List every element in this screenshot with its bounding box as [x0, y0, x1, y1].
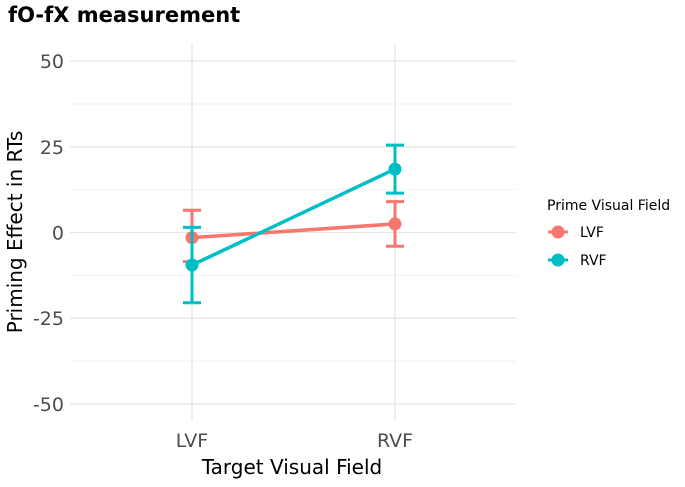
x-tick-label: RVF	[377, 430, 413, 452]
series-line	[191, 167, 396, 267]
data-point	[388, 217, 402, 231]
legend-title: Prime Visual Field	[547, 198, 670, 214]
grid	[70, 44, 516, 421]
series-rvf	[183, 143, 404, 305]
data-point	[388, 162, 402, 176]
x-axis-title: Target Visual Field	[201, 455, 382, 479]
y-tick-label: -25	[33, 308, 64, 330]
legend-item-lvf: LVF	[548, 225, 604, 241]
legend-item-rvf: RVF	[548, 253, 607, 269]
y-axis-title: Priming Effect in RTs	[3, 131, 27, 334]
y-tick-label: 0	[52, 223, 64, 245]
y-tick-label: -50	[33, 394, 64, 416]
data-point	[185, 258, 199, 272]
legend: Prime Visual Field LVF RVF	[547, 198, 670, 269]
legend-label: RVF	[580, 253, 607, 269]
legend-label: LVF	[580, 225, 604, 241]
series-layer	[183, 143, 404, 305]
y-axis-ticks: 50 25 0 -25 -50	[33, 51, 64, 416]
x-tick-label: LVF	[176, 430, 208, 452]
legend-marker	[551, 225, 565, 239]
chart-title: fO-fX measurement	[8, 3, 240, 27]
y-tick-label: 50	[40, 51, 64, 73]
x-axis-ticks: LVF RVF	[176, 430, 413, 452]
series-line	[191, 222, 396, 240]
y-tick-label: 25	[40, 137, 64, 159]
legend-marker	[551, 253, 565, 267]
